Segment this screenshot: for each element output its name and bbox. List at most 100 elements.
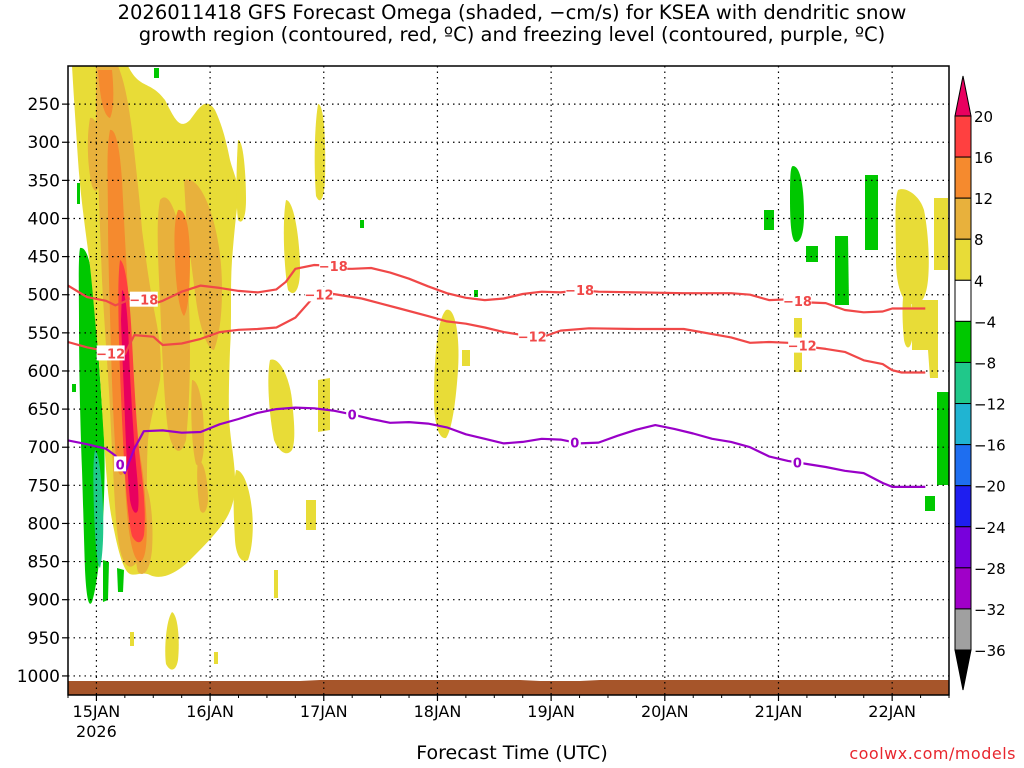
omega-patch-yellow-22c — [912, 300, 938, 378]
colorbar-box-1 — [954, 156, 972, 199]
omega-patch-yellow-col — [268, 359, 295, 454]
contour-label-bg-freezing-level-0 — [114, 456, 127, 472]
contour-label-bg-freezing-level-2 — [568, 434, 581, 450]
y-tick-label-800: 800 — [28, 514, 60, 534]
colorbar-box-10 — [954, 526, 972, 569]
y-tick-label-550: 550 — [28, 324, 60, 344]
contour-label-dgz-top-2: −18 — [565, 284, 594, 299]
y-tick-label-250: 250 — [28, 95, 60, 115]
colorbar-box-8 — [954, 444, 972, 487]
y-tick-label-500: 500 — [28, 286, 60, 306]
y-tick-label-950: 950 — [28, 629, 60, 649]
omega-patch-green-r6 — [937, 392, 949, 485]
colorbar-label-10: −24 — [974, 519, 1006, 537]
x-axis-title: Forecast Time (UTC) — [416, 742, 608, 764]
colorbar-box-6 — [954, 361, 972, 405]
x-tick-label-2: 17JAN — [300, 702, 348, 721]
contour-label-bg-dgz-bottom-3 — [788, 337, 817, 353]
contour-label-bg-dgz-bottom-2 — [518, 328, 547, 344]
omega-patch-green-dot — [154, 68, 159, 78]
y-tick-label-450: 450 — [28, 248, 60, 268]
y-axis: 250 300 350 400 450 500 550 600 650 700 750 800 850 9… — [17, 95, 68, 687]
colorbar-box-12 — [954, 608, 972, 651]
contour-label-freezing-level-3: 0 — [793, 456, 802, 471]
contour-label-bg-freezing-level-1 — [346, 406, 359, 422]
omega-patch-green-dot3 — [77, 183, 80, 204]
contour-label-dgz-bottom-3: −12 — [788, 340, 817, 355]
y-tick-label-650: 650 — [28, 400, 60, 420]
contour-label-dgz-bottom-0: −12 — [96, 347, 125, 362]
y-tick-label-700: 700 — [28, 438, 60, 458]
omega-patch-yellow-22d — [934, 198, 948, 270]
contour-label-bg-dgz-top-0 — [129, 291, 158, 307]
source-credit: coolwx.com/models — [849, 744, 1016, 763]
omega-patch-green-dot2 — [72, 384, 76, 392]
contour-label-dgz-bottom-1: −12 — [305, 288, 334, 303]
contour-label-bg-dgz-top-1 — [319, 257, 348, 273]
omega-patch-green-r5 — [865, 175, 878, 250]
x-tick-label-0: 15JAN — [73, 702, 121, 721]
omega-patch-yellow-17c — [318, 378, 330, 432]
omega-patch-green-r3 — [806, 246, 818, 262]
y-tick-label-1000: 1000 — [17, 667, 60, 687]
omega-patch-green-r4 — [835, 236, 849, 305]
colorbar-box-2 — [954, 197, 972, 240]
colorbar-label-12: −32 — [974, 601, 1006, 619]
omega-patch-gold-5 — [191, 380, 204, 466]
contour-label-bg-freezing-level-3 — [791, 454, 804, 470]
colorbar-label-3: 8 — [974, 231, 984, 249]
colorbar-label-9: −20 — [974, 478, 1006, 496]
contour-label-freezing-level-0: 0 — [116, 458, 125, 473]
omega-patch-green-r2 — [790, 166, 804, 242]
colorbar-box-4 — [954, 279, 972, 322]
colorbar-box-9 — [954, 485, 972, 528]
colorbar-label-13: −36 — [974, 642, 1006, 660]
omega-patch-gold-4 — [87, 117, 100, 191]
x-tick-label-5: 20JAN — [641, 702, 689, 721]
y-tick-label-400: 400 — [28, 209, 60, 229]
omega-patch-yellow-18 — [434, 309, 459, 439]
y-tick-label-850: 850 — [28, 553, 60, 573]
omega-patch-yellow-drip2 — [214, 652, 218, 664]
colorbar-box-7 — [954, 403, 972, 446]
contour-label-dgz-top-3: −18 — [783, 295, 812, 310]
omega-patch-yellow-17b — [306, 500, 316, 530]
colorbar-label-0: 20 — [974, 108, 993, 126]
omega-patch-yellow-17 — [314, 104, 326, 201]
omega-patch-yellow-top2 — [236, 140, 246, 222]
y-tick-label-900: 900 — [28, 591, 60, 611]
plot-frame — [67, 65, 950, 696]
x-tick-label-6: 21JAN — [755, 702, 803, 721]
omega-patch-yellow-hill — [233, 470, 253, 562]
omega-shading — [68, 66, 949, 695]
grid-lines — [68, 66, 949, 695]
contour-label-bg-dgz-bottom-0 — [96, 345, 125, 361]
chart-title: 2026011418 GFS Forecast Omega (shaded, −… — [117, 1, 907, 46]
contour-label-dgz-top-0: −18 — [129, 294, 158, 309]
colorbar-label-7: −12 — [974, 396, 1006, 414]
omega-patch-green-drip — [103, 560, 109, 602]
omega-patch-yellow-low — [165, 612, 179, 670]
colorbar-box-0 — [954, 115, 972, 158]
omega-patch-orange-4 — [98, 70, 114, 118]
contour-label-bg-dgz-bottom-1 — [305, 286, 334, 302]
contour-labels: −18 −18 −18 −18 −12 −12 −12 −12 0 0 0 0 — [96, 257, 817, 473]
colorbar-label-5: −4 — [974, 313, 996, 331]
omega-patch-magenta — [121, 290, 139, 513]
contour-label-bg-dgz-top-2 — [565, 282, 594, 298]
omega-patch-gold-3 — [184, 179, 222, 350]
colorbar-box-5 — [954, 320, 972, 363]
contour-freezing-level — [68, 406, 926, 488]
x-tick-label-7: 22JAN — [868, 702, 916, 721]
colorbar-label-8: −16 — [974, 437, 1006, 455]
colorbar-label-6: −8 — [974, 354, 996, 372]
colorbar-label-1: 16 — [974, 149, 993, 167]
y-tick-label-350: 350 — [28, 171, 60, 191]
omega-patch-green-r7 — [925, 496, 935, 511]
omega-patch-yellow-22 — [895, 189, 929, 305]
ground-surface — [68, 681, 949, 695]
x-tick-label-3: 18JAN — [414, 702, 462, 721]
y-tick-label-750: 750 — [28, 476, 60, 496]
